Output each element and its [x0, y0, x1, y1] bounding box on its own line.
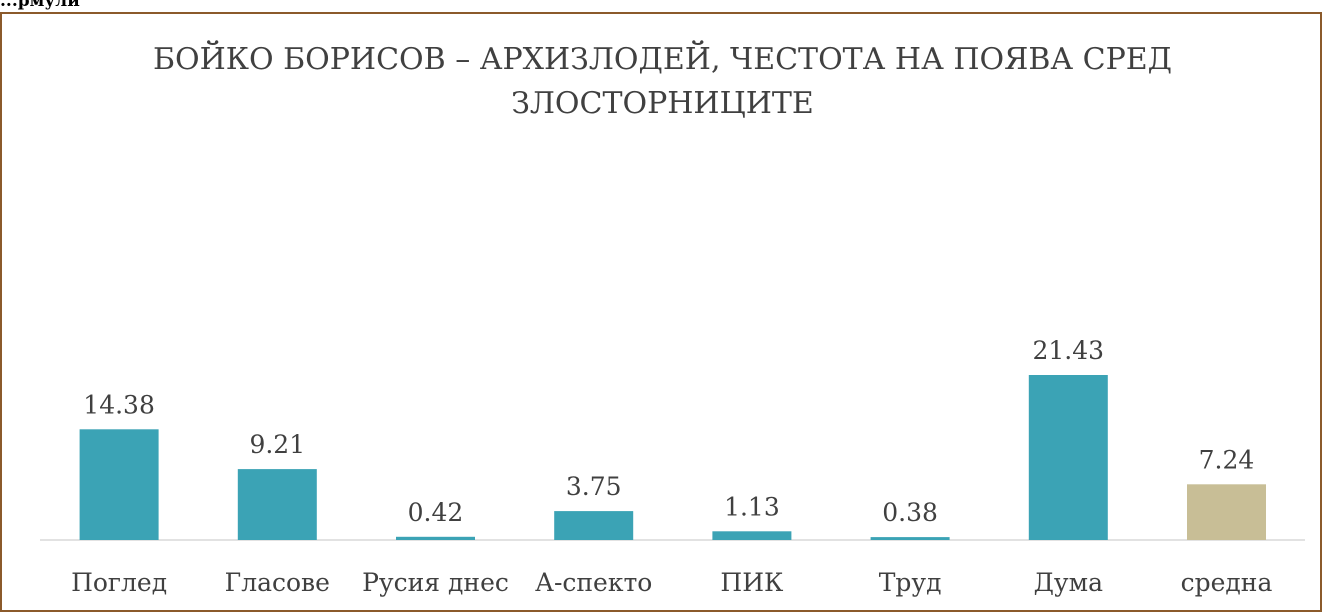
category-label-2: Русия днес	[362, 568, 509, 597]
category-label-4: ПИК	[720, 568, 784, 597]
bar-2	[396, 536, 475, 540]
category-label-7: средна	[1181, 568, 1273, 597]
data-label-7: 7.24	[1199, 445, 1255, 474]
category-label-5: Труд	[879, 568, 942, 597]
data-label-1: 9.21	[249, 430, 305, 459]
data-label-4: 1.13	[724, 492, 780, 521]
bar-1	[237, 469, 317, 540]
data-label-0: 14.38	[83, 390, 155, 419]
bar-4	[712, 531, 792, 540]
category-label-1: Гласове	[225, 568, 330, 597]
bar-0	[79, 429, 159, 540]
category-label-6: Дума	[1034, 568, 1103, 597]
bar-3	[554, 511, 634, 540]
data-label-3: 3.75	[566, 472, 622, 501]
data-label-5: 0.38	[882, 498, 938, 527]
data-label-6: 21.43	[1033, 336, 1105, 365]
chart-title: БОЙКО БОРИСОВ – АРХИЗЛОДЕЙ, ЧЕСТОТА НА П…	[152, 42, 1173, 121]
bar-5	[870, 537, 950, 540]
bar-6	[1028, 375, 1108, 540]
data-label-2: 0.42	[408, 498, 464, 527]
category-label-3: А-спекто	[535, 568, 652, 597]
bar-7	[1187, 484, 1266, 540]
category-label-0: Поглед	[71, 568, 167, 597]
header-fragment: ...рмули	[0, 0, 80, 11]
